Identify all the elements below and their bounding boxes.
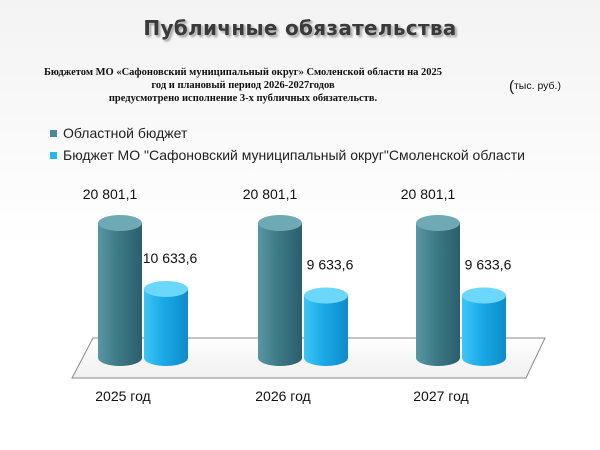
chart-legend: Областной бюджет Бюджет МО "Сафоновский …: [50, 122, 525, 166]
legend-swatch-regional: [50, 129, 57, 137]
bar-cap: [98, 215, 142, 231]
bar-cap: [258, 215, 302, 231]
units-text: тыс. руб.): [514, 80, 561, 92]
bar-municipal-1: [144, 280, 188, 366]
legend-item-municipal: Бюджет МО "Сафоновский муниципальный окр…: [50, 144, 525, 166]
subtitle-line-3: предусмотрено исполнение 3-х публичных о…: [108, 93, 378, 104]
bar-cap: [144, 280, 188, 297]
value-label-regional-1: 20 801,1: [83, 186, 138, 202]
chart-subtitle: Бюджетом МО «Сафоновский муниципальный о…: [8, 66, 478, 105]
bar-municipal-2: [304, 287, 348, 366]
bar-regional-1: [98, 215, 142, 366]
value-label-regional-3: 20 801,1: [401, 186, 456, 202]
bar-regional-3: [416, 215, 460, 366]
value-label-municipal-2: 9 633,6: [307, 256, 354, 272]
bar-cap: [416, 215, 460, 231]
legend-label-regional: Областной бюджет: [63, 125, 188, 141]
value-label-regional-2: 20 801,1: [243, 186, 298, 202]
bar-cap: [462, 287, 506, 304]
bar-body: [98, 223, 142, 366]
bar-body: [304, 295, 348, 366]
bar-body: [144, 288, 188, 366]
category-label-1: 2025 год: [95, 388, 150, 404]
units-label: (тыс. руб.): [509, 78, 561, 95]
subtitle-line-1: Бюджетом МО «Сафоновский муниципальный о…: [43, 67, 443, 78]
subtitle-line-2: год и плановый период 2026-2027годов: [151, 80, 335, 91]
legend-label-municipal: Бюджет МО "Сафоновский муниципальный окр…: [63, 147, 525, 163]
bar-municipal-3: [462, 287, 506, 366]
value-label-municipal-1: 10 633,6: [143, 250, 198, 266]
page-title: Публичные обязательства: [143, 16, 457, 40]
category-label-3: 2027 год: [413, 388, 468, 404]
bar-regional-2: [258, 215, 302, 366]
category-label-2: 2026 год: [255, 388, 310, 404]
units-open-paren: (: [509, 78, 514, 95]
bar-cap: [304, 287, 348, 304]
chart-marks: 20 801,1 10 633,6 2025 год 20 801,1 9 633,6 2…: [83, 186, 512, 404]
bar-body: [258, 223, 302, 366]
legend-item-regional: Областной бюджет: [50, 122, 525, 144]
bar-body: [462, 295, 506, 366]
legend-swatch-municipal: [50, 151, 57, 159]
value-label-municipal-3: 9 633,6: [465, 256, 512, 272]
bar-body: [416, 223, 460, 366]
